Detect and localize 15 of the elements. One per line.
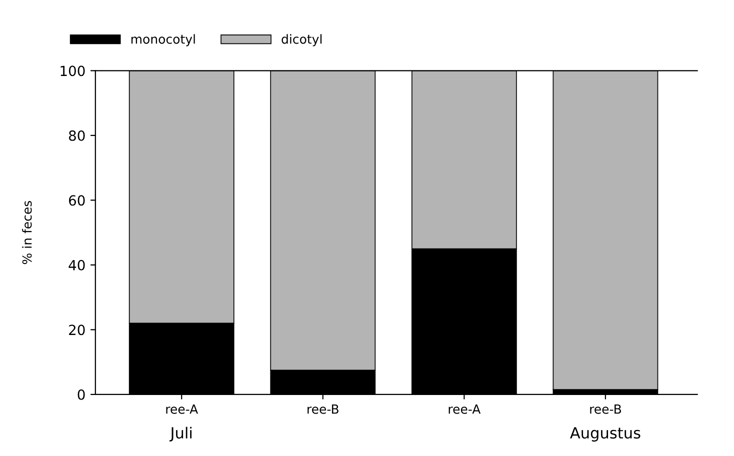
x-tick-label: ree-A <box>448 404 481 414</box>
legend-label: monocotyl <box>131 34 195 46</box>
y-tick-label: 60 <box>68 195 85 206</box>
y-tick-label: 20 <box>69 324 85 336</box>
x-tick-label: ree-B <box>308 404 338 414</box>
y-tick-label: 80 <box>68 130 85 141</box>
y-tick-label: 40 <box>68 260 85 270</box>
x-tick-label: ree-A <box>166 404 198 414</box>
y-tick-label: 0 <box>78 389 85 400</box>
x-tick-label: ree-B <box>590 404 622 414</box>
text: Augustus <box>570 427 640 442</box>
y-tick-label: 100 <box>60 66 85 76</box>
legend-label: dicotyl <box>282 34 322 46</box>
y-axis-title: % in feces <box>22 200 32 264</box>
text: Juli <box>169 426 192 442</box>
